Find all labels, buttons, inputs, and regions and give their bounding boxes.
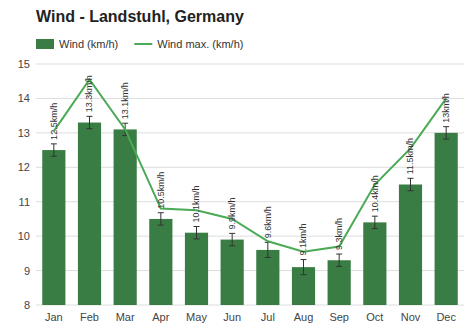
- grid-line: [36, 98, 464, 99]
- y-tick-label: 15: [18, 58, 30, 70]
- plot-area: [42, 79, 458, 305]
- data-label: 12.5km/h: [49, 103, 59, 140]
- data-label: 9.3km/h: [334, 218, 344, 250]
- y-tick-label: 13: [18, 127, 30, 139]
- error-bar: [301, 260, 307, 275]
- error-bar: [336, 254, 342, 266]
- data-label: 13km/h: [441, 93, 451, 123]
- error-bar: [372, 216, 378, 228]
- error-bar: [443, 127, 449, 139]
- bar: [78, 123, 101, 305]
- bar: [114, 129, 137, 305]
- legend-label: Wind max. (km/h): [157, 38, 243, 50]
- legend-swatch: [36, 39, 54, 49]
- x-tick-label: Sep: [329, 311, 349, 323]
- error-bar: [229, 233, 235, 245]
- grid: [36, 64, 464, 305]
- data-label: 10.4km/h: [370, 175, 380, 212]
- data-label: 10.5km/h: [156, 172, 166, 209]
- y-tick-label: 14: [18, 92, 30, 104]
- error-bar: [194, 227, 200, 239]
- x-tick-label: Oct: [366, 311, 383, 323]
- bar: [399, 185, 422, 306]
- bar: [256, 250, 279, 305]
- error-bar: [265, 242, 271, 257]
- legend-item: Wind (km/h): [36, 38, 118, 50]
- x-tick-label: Nov: [401, 311, 421, 323]
- data-label: 9.6km/h: [263, 206, 273, 238]
- error-bar: [158, 213, 164, 225]
- bar: [435, 133, 458, 305]
- x-tick-label: Feb: [80, 311, 99, 323]
- bar: [185, 233, 208, 305]
- error-bar: [87, 116, 93, 128]
- x-tick-label: Apr: [152, 311, 169, 323]
- x-tick-label: Jan: [45, 311, 63, 323]
- grid-line: [36, 64, 464, 65]
- x-tick-label: Aug: [294, 311, 314, 323]
- legend-swatch: [134, 43, 152, 45]
- y-tick-label: 12: [18, 161, 30, 173]
- chart-svg: Wind - Landstuhl, Germany 8 9 10 11 12 13 14 15 J…: [0, 0, 474, 331]
- data-labels: 12.5km/h 13.3km/h 13.1km/h 10.5km/h 10.1km/h…: [49, 75, 451, 255]
- x-tick-label: May: [186, 311, 207, 323]
- legend-item: Wind max. (km/h): [134, 38, 243, 50]
- data-label: 13.3km/h: [85, 75, 95, 112]
- error-bar: [51, 144, 57, 156]
- line: [54, 79, 446, 251]
- data-label: 13.1km/h: [120, 82, 130, 119]
- chart-container: Wind - Landstuhl, Germany 8 9 10 11 12 13 14 15 J…: [0, 0, 474, 331]
- legend: Wind (km/h) Wind max. (km/h): [36, 38, 243, 50]
- title: Wind - Landstuhl, Germany: [36, 8, 244, 25]
- data-label: 10.1km/h: [192, 185, 202, 222]
- y-tick-label: 10: [18, 230, 30, 242]
- x-tick-label: Jul: [261, 311, 275, 323]
- error-bar: [408, 178, 414, 190]
- x-tick-label: Mar: [116, 311, 135, 323]
- x-tick-label: Jun: [223, 311, 241, 323]
- y-tick-label: 9: [24, 265, 30, 277]
- y-tick-label: 11: [19, 196, 30, 208]
- bar: [328, 260, 351, 305]
- bar: [42, 150, 65, 305]
- y-tick-label: 8: [24, 299, 30, 311]
- bar: [221, 240, 244, 305]
- data-label: 9.9km/h: [227, 197, 237, 229]
- data-label: 9.1km/h: [299, 224, 309, 256]
- data-label: 11.5km/h: [406, 138, 416, 174]
- bar: [363, 222, 386, 305]
- legend-label: Wind (km/h): [59, 38, 118, 50]
- bar: [149, 219, 172, 305]
- x-tick-label: Dec: [436, 311, 456, 323]
